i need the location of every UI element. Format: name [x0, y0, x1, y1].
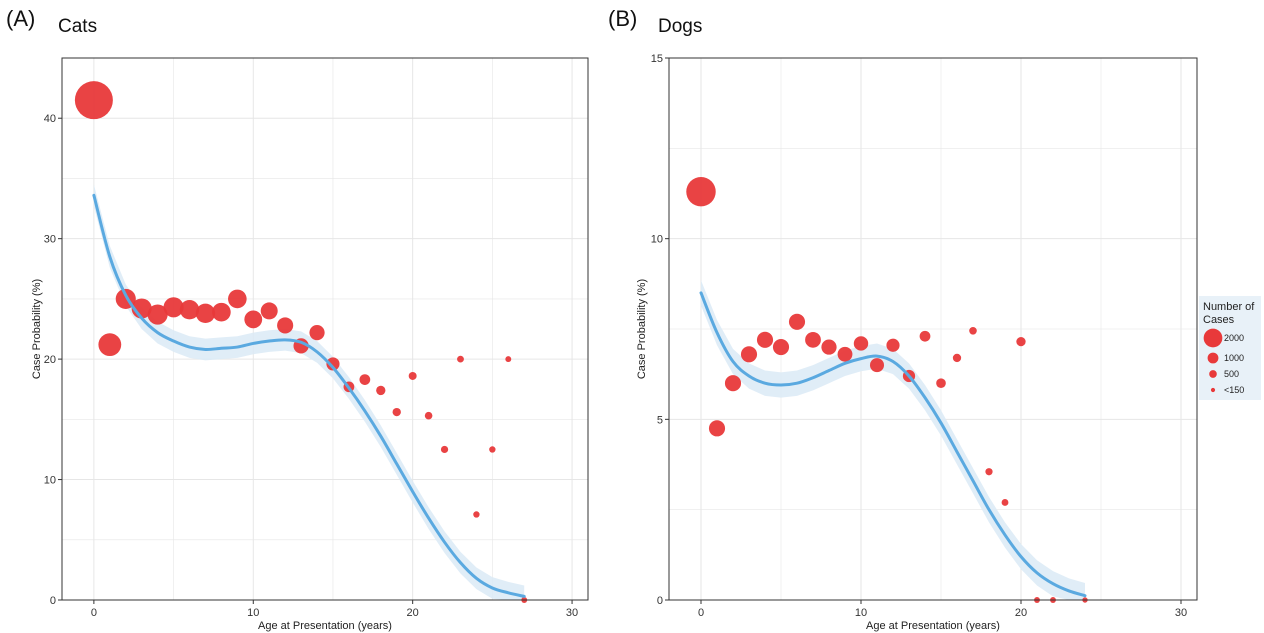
cats-point	[212, 302, 231, 322]
dogs-point	[869, 358, 885, 373]
dogs-point	[837, 346, 853, 362]
dogs-plot-border	[668, 57, 1198, 601]
dogs-points	[686, 176, 1088, 603]
cats-point	[408, 371, 417, 380]
dogs-y-ticks: 0 5 10 15	[651, 53, 669, 607]
dogs-y-tick-label: 10	[651, 234, 663, 246]
cats-point	[505, 356, 512, 363]
dogs-point	[772, 339, 790, 356]
cats-point	[376, 385, 386, 396]
dogs-y-tick-label: 0	[657, 595, 663, 607]
cats-point	[392, 407, 401, 417]
cats-point	[74, 81, 113, 120]
cats-point	[309, 325, 325, 341]
dogs-point	[853, 336, 869, 351]
dogs-point	[805, 331, 821, 348]
cats-y-tick-label: 20	[44, 354, 56, 366]
dogs-x-tick-label: 10	[855, 607, 867, 619]
legend-entries: 2000 1000 500 <150	[1203, 328, 1244, 395]
legend-title-line-1: Number of	[1203, 301, 1255, 313]
cats-point	[489, 446, 496, 453]
cats-point	[424, 411, 433, 420]
cats-plot-border	[61, 57, 589, 601]
cats-point	[277, 317, 294, 334]
dogs-point	[1001, 499, 1009, 506]
cats-point	[244, 310, 263, 329]
cats-point	[326, 357, 340, 371]
cats-x-tick-label: 30	[566, 607, 578, 619]
dogs-point	[952, 353, 962, 363]
cats-y-tick-label: 0	[50, 595, 56, 607]
legend-marker	[1209, 370, 1217, 378]
dogs-point	[936, 378, 946, 389]
dogs-panel: (B) Dogs 0 10 20 30 0 5 10 15 Age at Presentat…	[608, 6, 1198, 632]
legend-label: 500	[1224, 369, 1239, 379]
dogs-point	[686, 176, 716, 207]
dogs-point	[969, 327, 977, 335]
dogs-point	[788, 313, 806, 330]
legend-label: <150	[1224, 385, 1244, 395]
cats-y-ticks: 0 10 20 30 40	[44, 113, 62, 607]
dogs-point	[740, 346, 758, 363]
cats-point	[98, 333, 122, 357]
legend-marker	[1207, 352, 1219, 364]
dogs-point	[756, 331, 774, 348]
legend-title-line-2: Cases	[1203, 314, 1235, 326]
dogs-y-axis-title: Case Probability (%)	[636, 279, 648, 379]
cats-y-tick-label: 40	[44, 113, 56, 125]
dogs-x-axis-title: Age at Presentation (years)	[866, 620, 1000, 632]
cats-plot-area	[62, 58, 588, 600]
cats-y-tick-label: 10	[44, 475, 56, 487]
cats-panel: (A) Cats 0 10 20 30 0 10 20 30 40 Age at Presen…	[6, 6, 589, 632]
cats-point	[473, 511, 480, 518]
cats-point	[147, 304, 168, 325]
dogs-y-tick-label: 5	[657, 414, 663, 426]
cats-y-axis-title: Case Probability (%)	[31, 279, 43, 379]
cats-point	[359, 374, 371, 385]
cats-points	[74, 81, 528, 603]
cats-x-tick-label: 20	[407, 607, 419, 619]
dogs-point	[821, 339, 837, 355]
dogs-smooth-line	[699, 291, 1087, 598]
dogs-smooth-curve	[699, 291, 1087, 598]
cats-point	[228, 289, 247, 309]
cats-x-tick-label: 0	[91, 607, 97, 619]
panel-title-cats: Cats	[58, 16, 97, 37]
cats-x-tick-label: 10	[247, 607, 259, 619]
panel-title-dogs: Dogs	[658, 16, 702, 37]
dogs-x-tick-label: 30	[1175, 607, 1187, 619]
dogs-point	[985, 468, 993, 476]
panel-letter-a: (A)	[6, 6, 35, 31]
cats-y-tick-label: 30	[44, 234, 56, 246]
legend-marker	[1210, 387, 1216, 393]
cats-point	[163, 297, 184, 318]
cats-smooth-line	[92, 193, 526, 598]
cats-point	[440, 445, 449, 454]
cats-x-ticks: 0 10 20 30	[91, 600, 578, 619]
cats-point	[195, 303, 216, 324]
dogs-point	[919, 330, 931, 342]
dogs-band-shape	[701, 280, 1085, 600]
dogs-point	[886, 338, 900, 352]
legend-marker	[1203, 328, 1223, 348]
legend-background	[1199, 296, 1261, 400]
cats-smooth-curve	[92, 193, 526, 598]
dogs-confidence-band	[701, 280, 1085, 600]
cats-x-axis-title: Age at Presentation (years)	[258, 620, 392, 632]
legend-label: 1000	[1224, 353, 1244, 363]
cats-point	[179, 300, 200, 320]
legend-label: 2000	[1224, 333, 1244, 343]
dogs-x-ticks: 0 10 20 30	[698, 600, 1187, 619]
cats-point	[457, 355, 464, 363]
dogs-x-tick-label: 0	[698, 607, 704, 619]
dogs-point	[1016, 336, 1026, 347]
dogs-point	[724, 375, 742, 392]
panel-letter-b: (B)	[608, 6, 637, 31]
dogs-point	[708, 420, 726, 437]
dogs-y-tick-label: 15	[651, 53, 663, 65]
cats-point	[260, 302, 278, 320]
dogs-x-tick-label: 20	[1015, 607, 1027, 619]
legend: Number of Cases 2000 1000 500 <150	[1199, 296, 1261, 400]
